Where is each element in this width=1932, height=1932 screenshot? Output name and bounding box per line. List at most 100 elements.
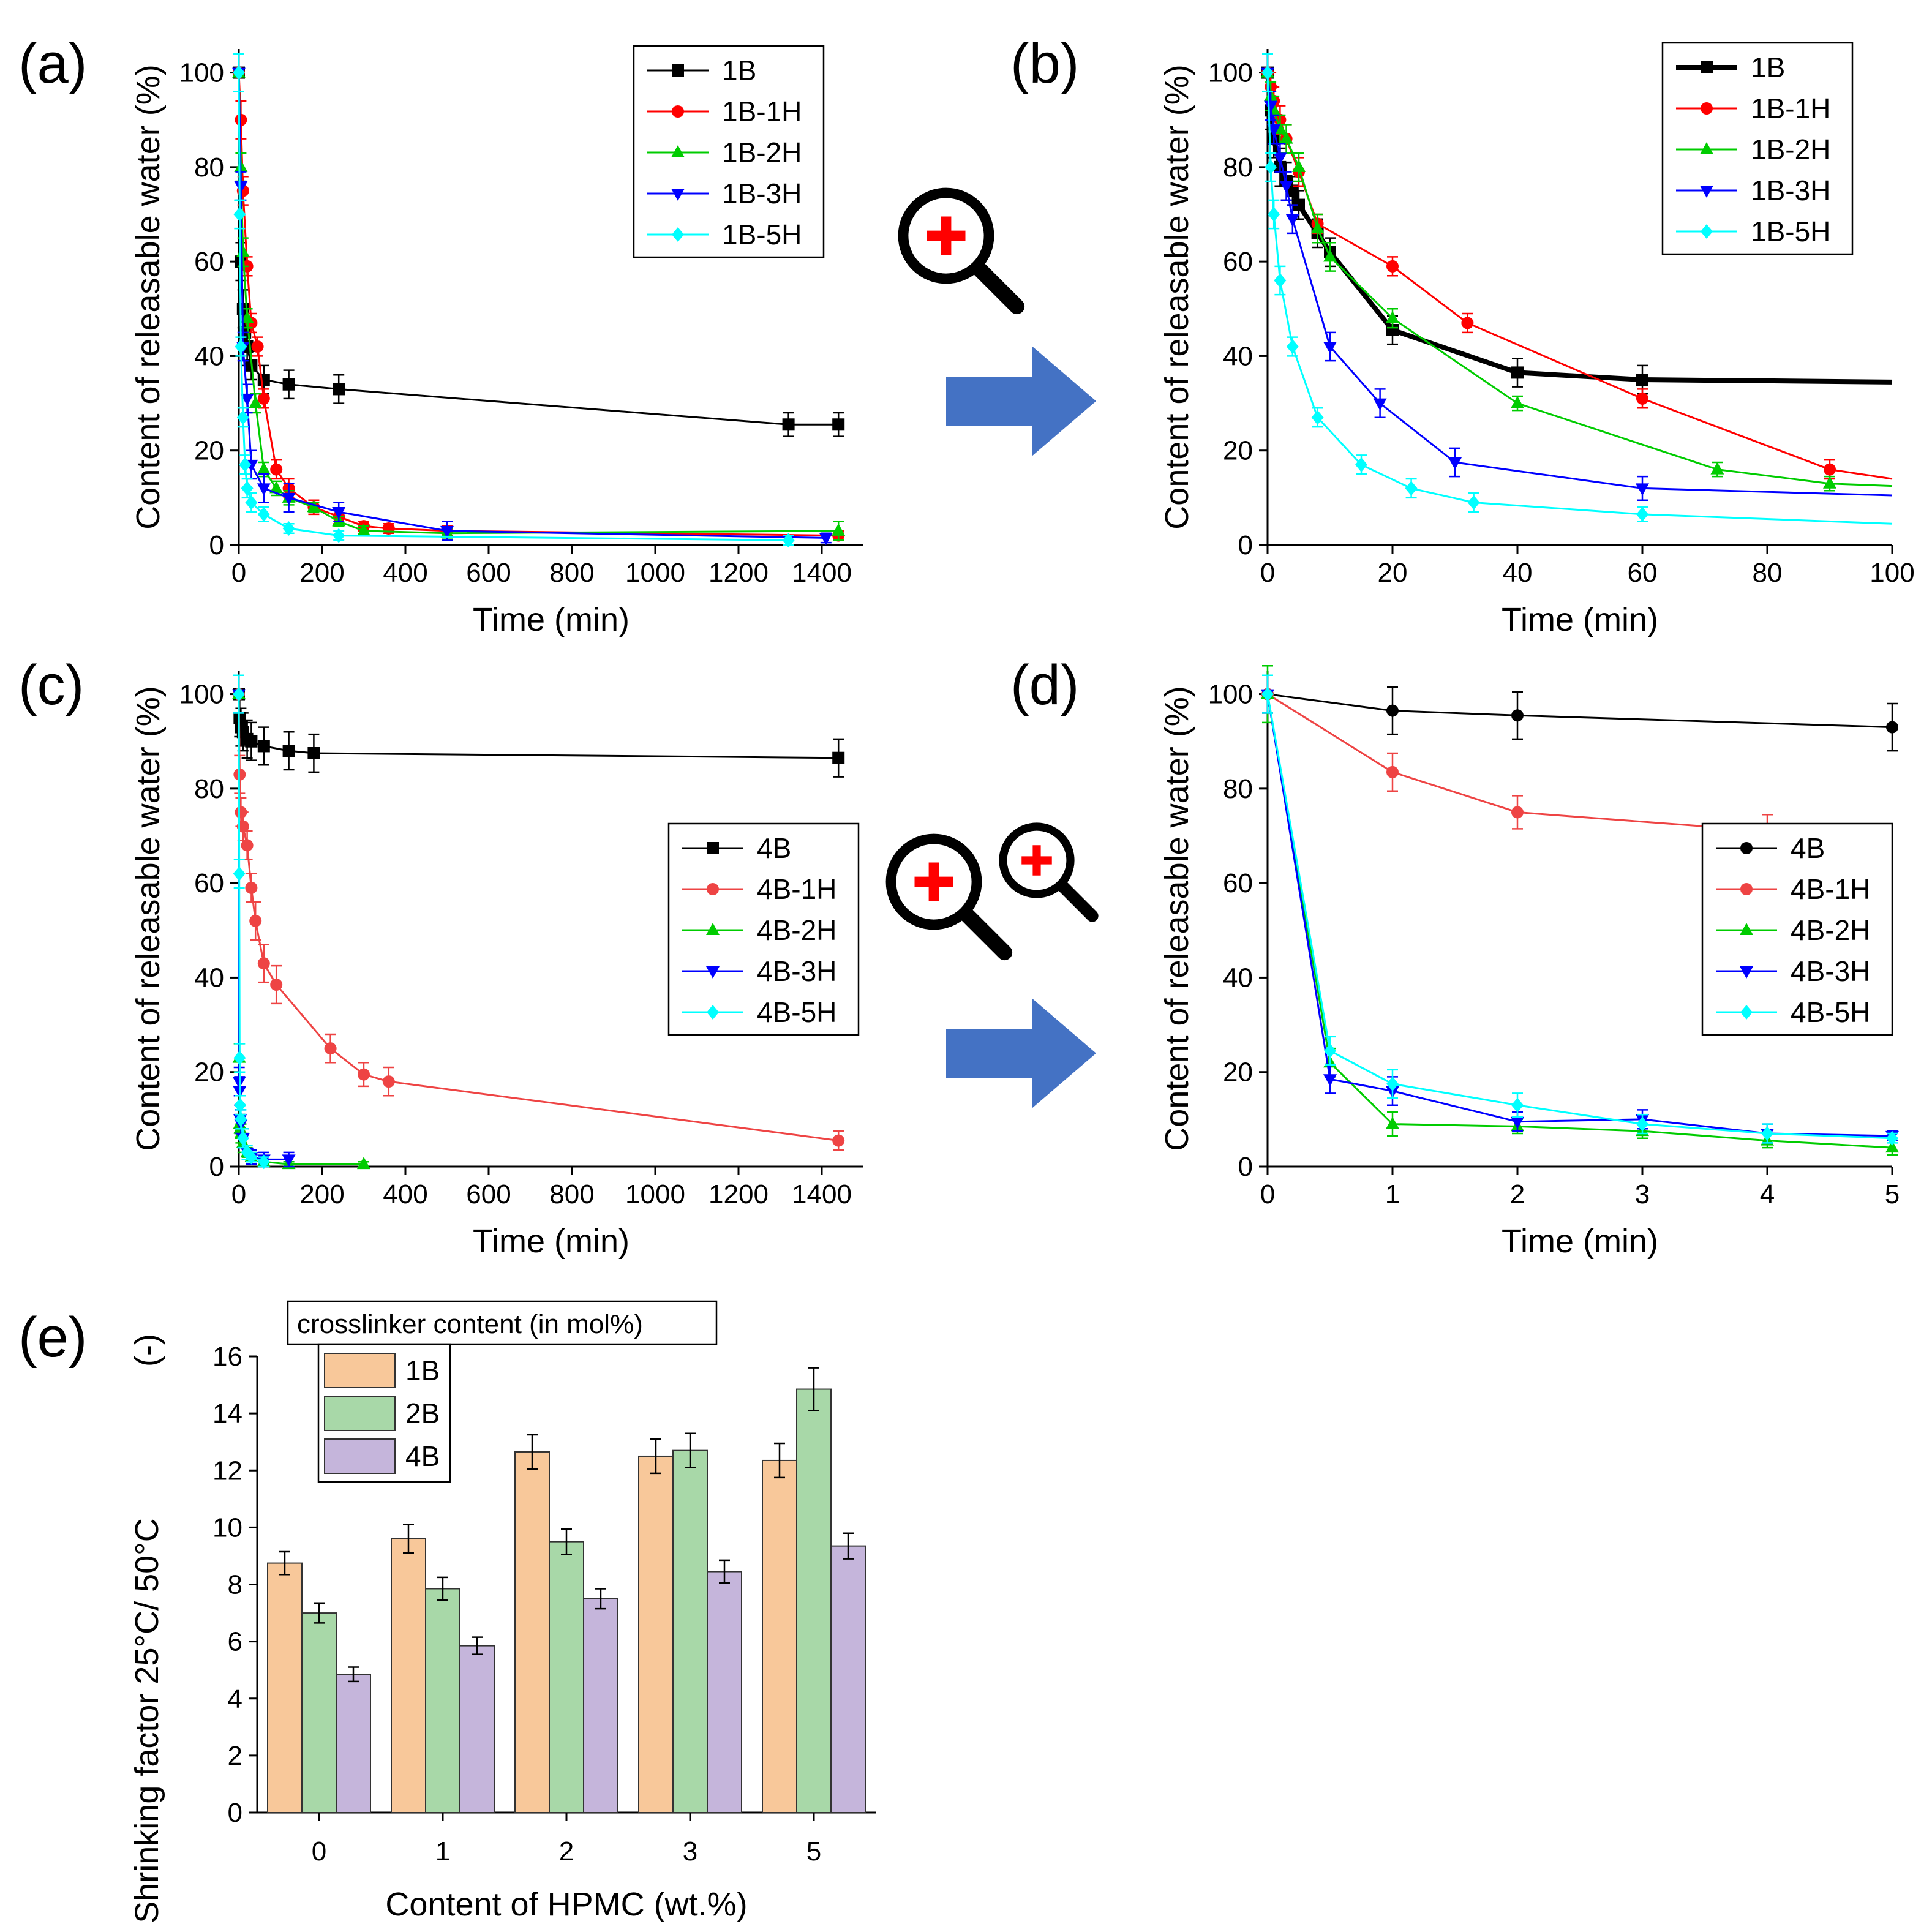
data-point <box>1885 1140 1899 1153</box>
legend-label: 4B <box>1791 832 1825 864</box>
data-point <box>245 735 258 748</box>
data-point <box>269 481 284 494</box>
zoom-in-icon <box>885 833 1013 961</box>
panel-b: (b) 0 20 40 60 80 100 0 20 40 60 80 100 Time (min) Con… <box>1010 32 1915 638</box>
x-tick-label: 0 <box>231 558 246 588</box>
series-4B <box>233 674 845 778</box>
x-tick-label: 1000 <box>625 558 685 588</box>
data-point <box>1386 310 1399 323</box>
error-bar <box>808 1367 819 1411</box>
data-point <box>1293 198 1305 211</box>
legend-title-box <box>287 1300 718 1345</box>
legend-marker <box>672 64 684 77</box>
x-tick-label: 60 <box>1628 558 1658 588</box>
data-point <box>382 1075 395 1088</box>
data-point <box>1824 463 1836 476</box>
data-point <box>782 533 795 548</box>
data-point <box>270 463 283 476</box>
y-tick-label: 40 <box>1223 963 1253 993</box>
data-point <box>257 374 270 386</box>
y-tick-label: 80 <box>1223 152 1253 182</box>
y-tick-label: 60 <box>194 247 224 277</box>
data-point <box>832 418 845 431</box>
panel-d: (d) 0 1 2 3 4 5 0 20 40 60 80 100 Time (min) Content o… <box>1010 654 1900 1260</box>
data-point <box>1405 481 1418 496</box>
data-point <box>1511 1097 1524 1113</box>
data-point <box>1279 181 1293 194</box>
legend-label: 4B-5H <box>1791 996 1870 1028</box>
legend-swatch <box>324 1353 396 1388</box>
data-point <box>1292 159 1306 172</box>
data-point <box>257 462 271 475</box>
legend-swatch <box>324 1438 396 1474</box>
series-line <box>1267 693 1893 729</box>
data-point <box>1285 214 1299 227</box>
y-tick-label: 60 <box>1223 247 1253 277</box>
error-bar <box>685 1432 696 1468</box>
x-axis-title: Time (min) <box>473 601 630 638</box>
y-tick-label: 60 <box>1223 868 1253 898</box>
error-bar <box>650 1438 661 1475</box>
legend-marker <box>1700 186 1713 198</box>
zoom-in-icon <box>898 187 1025 315</box>
data-point <box>1286 339 1299 354</box>
x-tick-label: 400 <box>383 558 427 588</box>
data-point <box>307 500 321 513</box>
data-point <box>1761 1126 1773 1141</box>
series-1B-2H <box>1261 53 1893 492</box>
data-point <box>333 528 345 543</box>
y-axis-title: Content of releasable water (%) <box>130 686 167 1151</box>
data-point <box>1310 221 1325 234</box>
data-point <box>819 533 833 546</box>
x-axis-title: Content of HPMC (wt.%) <box>385 1886 747 1923</box>
data-point <box>1886 1130 1898 1146</box>
panel-label: (d) <box>1010 654 1079 716</box>
legend-marker <box>671 189 685 201</box>
legend-label: 1B <box>1751 51 1785 83</box>
x-tick-label: 3 <box>1635 1179 1650 1209</box>
data-point <box>257 740 270 753</box>
y-tick-label: 14 <box>212 1399 242 1429</box>
data-point <box>1323 342 1337 354</box>
panel-label: (a) <box>18 32 87 95</box>
series-line <box>238 72 826 539</box>
x-tick-label: 1000 <box>625 1179 685 1209</box>
panel-label: (e) <box>18 1306 87 1369</box>
x-tick-label: 4 <box>1760 1179 1775 1209</box>
arrow-right-icon <box>946 998 1096 1108</box>
data-point <box>235 113 247 126</box>
data-point <box>257 1154 270 1170</box>
data-point <box>307 747 320 759</box>
arrow-right-icon <box>946 346 1096 456</box>
legend-label: 1B-3H <box>1751 175 1830 206</box>
data-point <box>1511 366 1524 379</box>
legend-marker <box>1701 102 1713 115</box>
legend: 4B 4B-1H 4B-2H 4B-3H 4B-5H <box>667 822 860 1036</box>
error-bar <box>472 1636 483 1655</box>
legend: 1B 1B-1H 1B-2H 1B-3H 1B-5H <box>1661 42 1854 255</box>
data-point <box>249 396 263 408</box>
data-point <box>1323 249 1337 262</box>
error-bar <box>527 1434 538 1470</box>
x-tick-label: 20 <box>1378 558 1408 588</box>
error-bar <box>843 1532 854 1560</box>
data-point <box>1710 462 1724 475</box>
data-point <box>1823 476 1836 489</box>
data-point <box>236 410 249 425</box>
x-axis-title: Time (min) <box>1502 601 1658 638</box>
x-tick-label: 5 <box>1885 1179 1900 1209</box>
data-point <box>240 393 254 406</box>
data-point <box>235 1111 247 1127</box>
data-point <box>282 378 295 391</box>
series-line <box>238 694 839 759</box>
x-tick-label: 100 <box>1870 558 1914 588</box>
y-tick-label: 12 <box>212 1456 242 1486</box>
error-bar <box>774 1442 785 1479</box>
x-tick-label: 800 <box>549 1179 594 1209</box>
legend-marker <box>1740 883 1753 895</box>
x-tick-label: 1 <box>1385 1179 1400 1209</box>
y-tick-label: 80 <box>1223 774 1253 804</box>
series-4B <box>1261 674 1898 752</box>
legend-marker <box>1740 923 1753 935</box>
data-point <box>1311 410 1324 425</box>
